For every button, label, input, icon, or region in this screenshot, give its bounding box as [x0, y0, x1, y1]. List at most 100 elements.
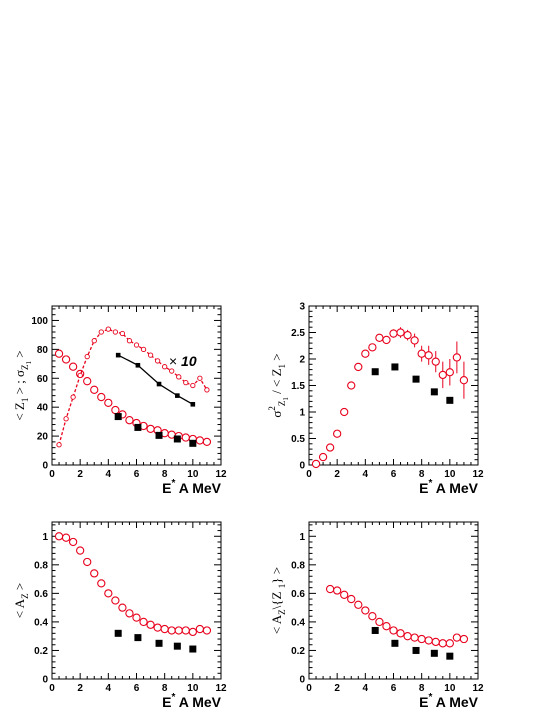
x-tick-label: 10 — [444, 469, 456, 480]
y-tick-label: 80 — [37, 345, 49, 356]
x-axis-title-main: E — [419, 694, 428, 710]
data-point — [139, 617, 148, 627]
x-axis-title-sup: * — [428, 692, 432, 703]
y-axis-title-sub: Z — [277, 609, 287, 615]
data-point — [424, 351, 433, 360]
data-point — [382, 622, 391, 631]
y-tick-label: 0.6 — [291, 589, 305, 600]
x-tick-label: 2 — [334, 469, 340, 480]
data-point — [325, 584, 335, 594]
data-point — [115, 352, 121, 358]
y-axis-title-part: } > — [269, 567, 284, 584]
data-point — [91, 338, 97, 344]
x-tick-label: 2 — [77, 683, 83, 694]
data-point — [97, 392, 106, 402]
y-tick-label: 20 — [37, 432, 49, 443]
data-point — [134, 423, 142, 431]
y-tick-label: 0.8 — [291, 560, 305, 571]
x-tick-label: 8 — [419, 469, 425, 480]
data-point — [333, 586, 342, 595]
series-open-circle — [311, 327, 469, 469]
y-tick-label: 0 — [299, 675, 305, 686]
data-point — [375, 333, 384, 342]
data-point — [340, 407, 349, 417]
x-axis-title-rest: A MeV — [175, 480, 221, 496]
data-point — [111, 405, 120, 415]
data-point — [410, 336, 419, 345]
data-point — [371, 626, 379, 634]
y-tick-label: 3 — [299, 302, 305, 313]
x-tick-label: 4 — [363, 683, 369, 694]
data-point — [438, 370, 447, 380]
annotation-prefix: × — [169, 353, 181, 369]
data-point — [389, 626, 398, 635]
data-point — [361, 349, 370, 358]
data-point — [104, 589, 113, 598]
data-point — [97, 579, 106, 588]
data-point — [114, 413, 122, 421]
data-point — [183, 379, 189, 386]
data-point — [333, 429, 342, 438]
data-point — [134, 634, 142, 642]
data-point — [132, 613, 141, 622]
y-tick-label: 0.4 — [34, 617, 48, 628]
x-tick-label: 0 — [306, 469, 312, 480]
x-axis-title-main: E — [419, 480, 428, 496]
y-tick-label: 1 — [299, 532, 305, 543]
y-tick-label: 0.5 — [291, 434, 305, 445]
data-point — [347, 381, 356, 390]
data-point — [438, 639, 447, 648]
series-open-circle — [54, 532, 212, 637]
x-tick-label: 4 — [106, 469, 112, 480]
series-filled-square — [371, 363, 454, 404]
data-point — [68, 362, 78, 371]
data-point — [54, 349, 64, 358]
data-point — [173, 435, 181, 443]
data-point — [125, 416, 134, 425]
data-point — [459, 376, 469, 385]
y-axis-title-part: < A — [269, 614, 284, 634]
x-axis-title-sup: * — [171, 692, 175, 703]
x-axis-title-rest: A MeV — [432, 480, 478, 496]
y-axis-title-sup: 2 — [267, 406, 277, 411]
x-tick-label: 6 — [134, 683, 140, 694]
x-tick-label: 8 — [162, 683, 168, 694]
data-point — [188, 627, 197, 637]
data-point — [396, 328, 405, 337]
data-point — [403, 330, 412, 340]
annotation: × 10 — [169, 353, 197, 369]
data-point — [169, 368, 175, 374]
data-point — [77, 372, 83, 379]
series-small-square-solid-line — [115, 352, 196, 407]
y-axis-title-part: > — [269, 353, 284, 364]
data-point — [104, 398, 113, 407]
data-point — [354, 362, 363, 372]
data-point — [119, 330, 126, 337]
y-tick-label: 0.2 — [34, 646, 48, 657]
data-point — [340, 590, 349, 599]
data-point — [98, 329, 104, 335]
y-axis-title-part: \{Z — [269, 588, 284, 609]
x-tick-label: 10 — [187, 683, 199, 694]
data-point — [361, 606, 370, 615]
data-point — [396, 629, 405, 638]
data-point — [160, 624, 169, 634]
y-tick-label: 0.2 — [291, 646, 305, 657]
data-point — [68, 537, 78, 547]
data-point — [176, 374, 182, 380]
data-point — [90, 569, 99, 578]
data-point — [430, 649, 438, 657]
data-point — [417, 349, 426, 358]
data-point — [112, 329, 119, 335]
series-filled-square — [371, 626, 454, 660]
data-point — [175, 393, 180, 398]
data-point — [156, 381, 162, 387]
data-point — [382, 335, 391, 345]
y-axis-title-subsub: 1 — [282, 397, 290, 401]
x-tick-label: 6 — [391, 683, 397, 694]
y-axis-title-part: < Z — [12, 402, 27, 421]
data-point — [190, 382, 196, 389]
data-point — [389, 329, 398, 338]
data-point — [126, 338, 133, 344]
